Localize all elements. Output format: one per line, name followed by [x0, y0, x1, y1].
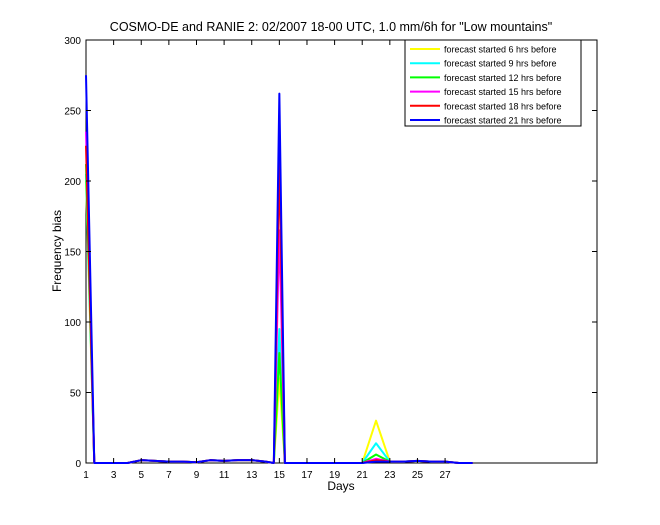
y-tick-label: 150	[64, 248, 81, 259]
x-tick-label: 9	[194, 470, 200, 481]
legend: forecast started 6 hrs before forecast st…	[404, 39, 582, 127]
y-tick-label: 50	[70, 389, 82, 400]
x-tick-label: 5	[138, 470, 144, 481]
x-tick-label: 17	[301, 470, 313, 481]
y-tick-label: 300	[64, 36, 81, 47]
x-tick-label: 15	[274, 470, 286, 481]
legend-label-4: forecast started 15 hrs before	[444, 87, 562, 97]
series-line-6	[85, 75, 473, 464]
x-tick-label: 7	[166, 470, 172, 481]
x-axis-label: Days	[327, 479, 354, 493]
legend-box	[404, 39, 582, 127]
x-tick-label: 25	[412, 470, 424, 481]
legend-label-6: forecast started 21 hrs before	[444, 116, 562, 126]
legend-label-5: forecast started 18 hrs before	[444, 101, 562, 111]
x-tick-label: 3	[111, 470, 117, 481]
y-tick-label: 0	[75, 459, 81, 470]
x-tick-label: 23	[384, 470, 396, 481]
chart-title: COSMO-DE and RANIE 2: 02/2007 18-00 UTC,…	[110, 20, 552, 34]
legend-label-2: forecast started 9 hrs before	[444, 59, 557, 69]
x-tick-label: 13	[246, 470, 258, 481]
x-tick-label: 27	[440, 470, 452, 481]
legend-label-3: forecast started 12 hrs before	[444, 73, 562, 83]
axes: 1 3 5 7 9 11 13 15 17 19 21 23 25 2705010015020025030…	[64, 36, 597, 481]
series-lines	[85, 75, 473, 464]
x-tick-label: 1	[83, 470, 89, 481]
y-tick-label: 100	[64, 318, 81, 329]
legend-label-1: forecast started 6 hrs before	[444, 45, 557, 55]
y-tick-label: 200	[64, 177, 81, 188]
x-tick-label: 21	[357, 470, 369, 481]
x-tick-label: 11	[219, 470, 230, 481]
y-axis-label: Frequency bias	[50, 210, 64, 292]
x-tick-label: 19	[329, 470, 341, 481]
y-tick-label: 250	[64, 107, 81, 118]
